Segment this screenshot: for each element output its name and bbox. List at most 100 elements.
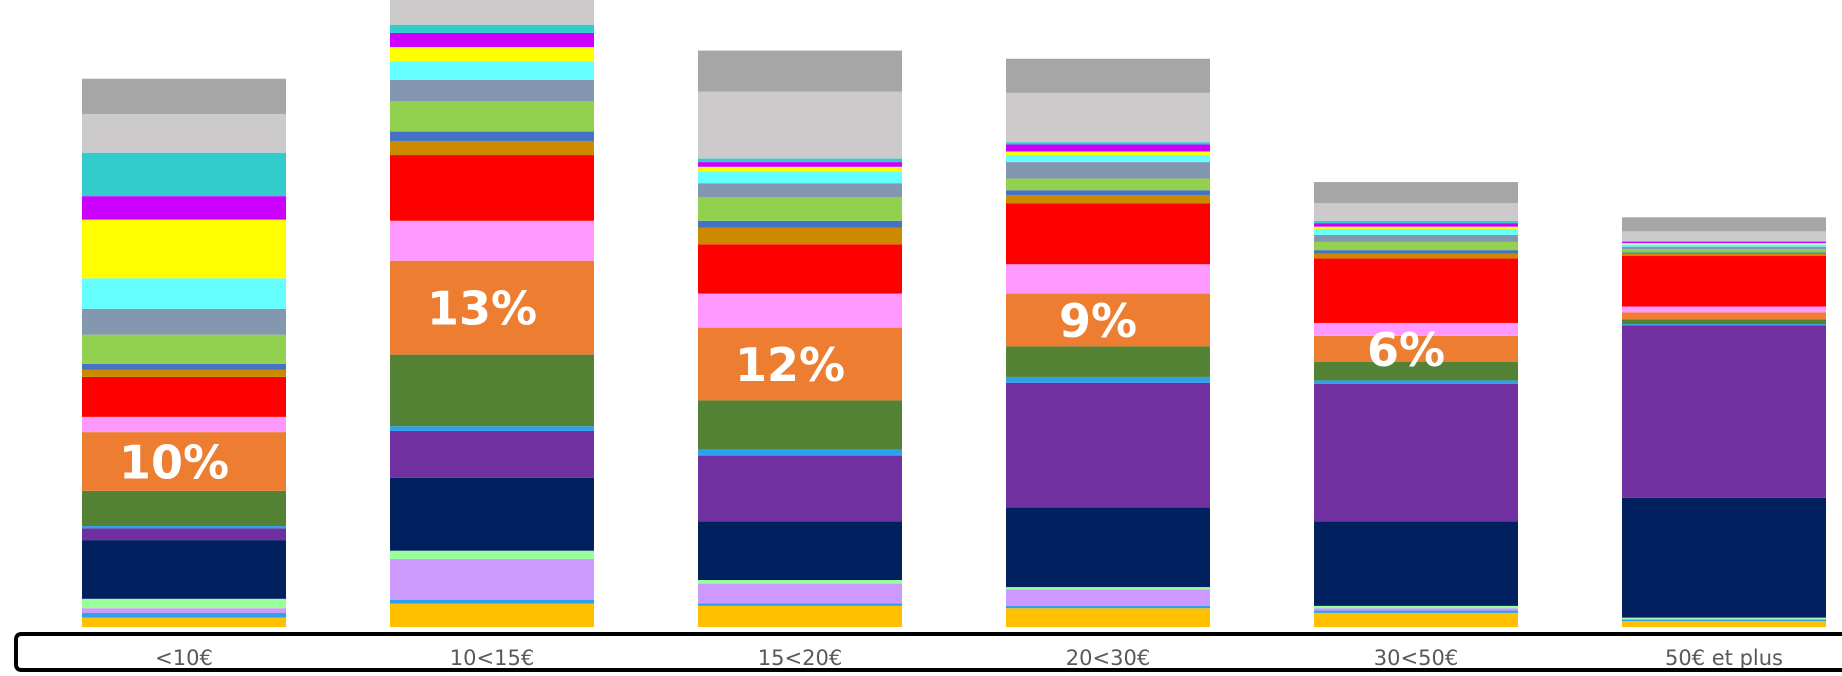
- bar-segment: [698, 50, 902, 92]
- bar-segment: [82, 219, 286, 279]
- bar-segment: [1622, 244, 1826, 247]
- bar-segment: [1006, 589, 1210, 606]
- bar-segment: [1314, 612, 1518, 627]
- bar-segment: [1006, 293, 1210, 347]
- labels-layer: 10% 13% 12% 9% 6%: [119, 282, 1445, 490]
- bar-segment: [1622, 319, 1826, 325]
- bar-segment: [1314, 380, 1518, 384]
- bar-segment: [82, 526, 286, 529]
- bar-segment: [698, 158, 902, 163]
- bar-segment: [1006, 155, 1210, 163]
- bar-segment: [1622, 618, 1826, 620]
- bar-segment: [390, 550, 594, 559]
- bar-segment: [82, 308, 286, 335]
- bar-segment: [1314, 383, 1518, 522]
- bar-segment: [1622, 240, 1826, 242]
- bar-segment: [1006, 608, 1210, 627]
- bar-segment: [1314, 203, 1518, 221]
- bar-segment: [390, 260, 594, 355]
- bar-segment: [1006, 58, 1210, 93]
- bar-segment: [698, 244, 902, 294]
- bar-segment: [82, 196, 286, 220]
- bar-segment: [698, 605, 902, 627]
- bar-segment: [1314, 220, 1518, 224]
- bar-segment: [1622, 241, 1826, 244]
- bar-segment: [390, 131, 594, 141]
- x-tick-label: <10€: [155, 646, 213, 670]
- bar-segment: [82, 376, 286, 417]
- bar-segment: [698, 521, 902, 581]
- bar-segment: [698, 400, 902, 450]
- x-tick-label: 10<15€: [450, 646, 534, 670]
- bar-segment: [1622, 621, 1826, 627]
- bar-segment: [1622, 312, 1826, 320]
- x-axis-frame: [14, 632, 1842, 672]
- bar-segment: [1622, 253, 1826, 257]
- bar-segment: [1314, 610, 1518, 613]
- bar-segment: [698, 183, 902, 198]
- bar-segment: [390, 220, 594, 261]
- bar-segment: [82, 617, 286, 627]
- bar-segment: [390, 155, 594, 221]
- bar-segment: [1314, 361, 1518, 381]
- bar-segment: [1622, 252, 1826, 254]
- bar-segment: [1006, 190, 1210, 195]
- bar-segment: [1314, 250, 1518, 254]
- bar-segment: [1006, 264, 1210, 294]
- bar-segment: [390, 61, 594, 80]
- bar-segment: [1006, 203, 1210, 265]
- bar-segment: [698, 580, 902, 584]
- bar-segment: [1622, 306, 1826, 313]
- bar-segment: [82, 540, 286, 599]
- bar-segment: [82, 528, 286, 541]
- bar-segment: [1006, 376, 1210, 383]
- bar-segment: [698, 455, 902, 522]
- bar-segment: [1622, 248, 1826, 253]
- bar-segment: [390, 430, 594, 478]
- bar-segment: [82, 598, 286, 609]
- bar-segment: [1314, 521, 1518, 606]
- bar-segment: [390, 558, 594, 600]
- bar-segment: [1006, 587, 1210, 590]
- bar-segment: [1006, 92, 1210, 143]
- bar-segment: [1006, 162, 1210, 179]
- bars-layer: [82, 0, 1826, 627]
- bar-segment: [390, 140, 594, 156]
- bar-segment: [82, 608, 286, 613]
- bar-segment: [698, 171, 902, 184]
- bar-segment: [82, 490, 286, 527]
- bar-segment: [698, 293, 902, 328]
- bar-segment: [82, 416, 286, 433]
- bar-segment: [390, 600, 594, 604]
- bar-segment: [1622, 324, 1826, 326]
- bar-segment: [1006, 144, 1210, 152]
- bar-segment: [1622, 217, 1826, 232]
- bar-segment: [698, 220, 902, 228]
- bar-segment: [1314, 229, 1518, 235]
- bar-segment: [698, 91, 902, 159]
- bar-segment: [82, 432, 286, 491]
- bar-segment: [390, 477, 594, 551]
- segment-percent-label: 9%: [1059, 294, 1137, 348]
- x-tick-label: 50€ et plus: [1665, 646, 1783, 670]
- bar-segment: [390, 79, 594, 102]
- segment-percent-label: 12%: [735, 338, 845, 392]
- bar-segment: [698, 327, 902, 401]
- bar-segment: [1006, 178, 1210, 191]
- bar-segment: [1314, 258, 1518, 323]
- bar-segment: [1006, 346, 1210, 377]
- bar-segment: [1622, 617, 1826, 619]
- bar-segment: [698, 227, 902, 245]
- bar-segment: [82, 369, 286, 377]
- bar-segment: [390, 426, 594, 431]
- x-axis-ticks: <10€ 10<15€ 15<20€ 20<30€ 30<50€ 50€ et plus: [155, 646, 1783, 670]
- x-tick-label: 15<20€: [758, 646, 842, 670]
- bar-segment: [390, 0, 594, 25]
- x-tick-label: 30<50€: [1374, 646, 1458, 670]
- bar-segment: [1006, 151, 1210, 156]
- bar-segment: [1314, 605, 1518, 609]
- bar-segment: [1314, 608, 1518, 611]
- bar-segment: [1314, 322, 1518, 336]
- bar-segment: [82, 612, 286, 618]
- bar-segment: [698, 583, 902, 604]
